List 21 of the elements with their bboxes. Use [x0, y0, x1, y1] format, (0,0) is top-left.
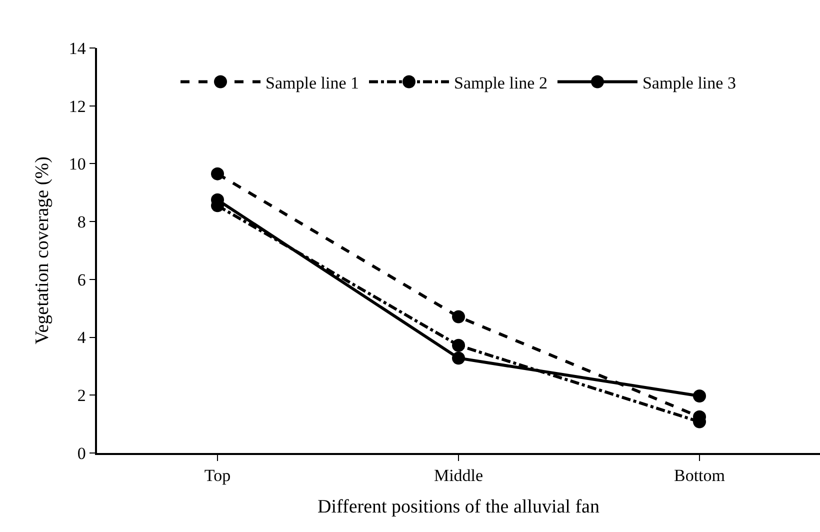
point	[452, 352, 465, 365]
legend-label: Sample line 1	[266, 73, 359, 92]
x-tick-label: Top	[204, 466, 231, 486]
y-tick-label: 6	[77, 270, 86, 290]
y-tick-label: 12	[68, 96, 86, 116]
y-tick-label: 4	[77, 328, 86, 348]
point	[452, 310, 465, 324]
x-tick-label: Middle	[434, 466, 484, 486]
y-axis-title: Vegetation coverage (%)	[32, 156, 54, 344]
point	[452, 338, 465, 352]
y-tick-label: 10	[68, 154, 86, 174]
y-tick-label: 0	[77, 444, 86, 463]
legend-label: Sample line 3	[642, 73, 736, 92]
y-tick-label: 14	[68, 38, 86, 58]
point	[211, 167, 224, 180]
y-tick-label: 8	[77, 212, 86, 232]
point	[693, 390, 706, 403]
legend-label: Sample line 2	[454, 73, 548, 92]
x-tick-label: Bottom	[674, 466, 726, 486]
x-axis-title: Different positions of the alluvial fan	[318, 496, 600, 518]
y-tick-label: 2	[77, 386, 86, 406]
